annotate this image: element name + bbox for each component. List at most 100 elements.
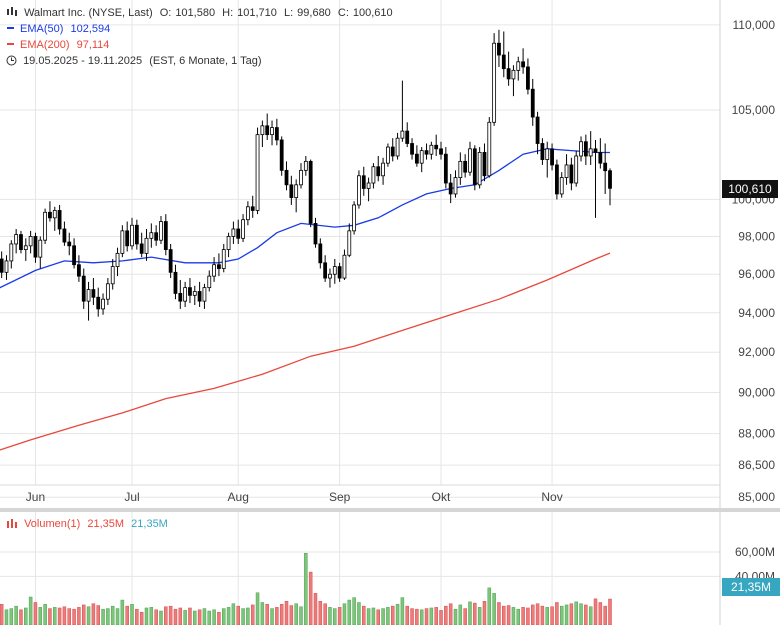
volume-bar (468, 601, 472, 625)
volume-series (0, 552, 612, 625)
volume-bar (265, 604, 269, 625)
candle (318, 238, 323, 269)
volume-bar (588, 606, 593, 625)
candle-body (96, 296, 101, 310)
candle-body (226, 236, 231, 250)
volume-tick-label: 60,00M (735, 545, 775, 559)
candle (130, 217, 134, 250)
candle (299, 163, 303, 189)
legend-ema50: EMA(50) 102,594 (6, 22, 114, 36)
volume-bar (226, 607, 231, 625)
candle (265, 113, 270, 140)
candle-body (43, 211, 48, 241)
candle-body (86, 289, 91, 302)
candle-body (405, 130, 410, 144)
candle-body (588, 148, 593, 157)
volume-bar (250, 604, 255, 625)
volume-bar (328, 607, 332, 625)
candle-body (130, 224, 134, 247)
candle-body (23, 245, 28, 250)
price-tick-label: 88,000 (738, 427, 775, 441)
pane-divider (0, 508, 780, 512)
candle (110, 259, 115, 290)
candle (188, 278, 192, 304)
candle (593, 139, 598, 218)
candle (550, 143, 554, 171)
volume-bar (429, 607, 434, 625)
price-tick-label: 85,000 (738, 490, 775, 504)
volume-bar (212, 609, 216, 625)
candle-body (120, 230, 125, 254)
candle (357, 170, 361, 209)
volume-bar (270, 608, 274, 625)
volume-bar (24, 607, 28, 625)
volume-bar (81, 604, 86, 625)
candle-body (38, 239, 43, 258)
candle (511, 65, 516, 97)
candle-body (62, 228, 67, 243)
period-range: 19.05.2025 - 19.11.2025 (23, 55, 143, 67)
close-value: 100,610 (352, 7, 393, 19)
ema50-value: 102,594 (70, 23, 111, 35)
volume-bar (96, 605, 100, 625)
volume-bar (86, 606, 91, 625)
ema200-line (0, 252, 611, 451)
volume-bar (531, 604, 535, 625)
volume-bar (4, 609, 9, 625)
candle (86, 281, 91, 321)
volume-bar (540, 605, 545, 625)
candle (419, 147, 424, 173)
candle (414, 145, 419, 167)
candle (434, 134, 439, 156)
candle-body (134, 224, 139, 245)
candle-body (188, 287, 192, 296)
candle-body (77, 264, 81, 277)
volume-bar (564, 604, 569, 625)
candle-body (308, 160, 313, 224)
candle-body (231, 228, 236, 237)
candle-body (81, 275, 86, 302)
candle-body (550, 148, 554, 166)
candle (236, 219, 241, 244)
low-label: L: (283, 7, 294, 19)
candle-body (559, 177, 564, 195)
candle (361, 166, 366, 196)
candle-body (163, 221, 168, 250)
candle-body (376, 166, 381, 177)
volume-bar (419, 609, 424, 625)
candle (308, 159, 313, 228)
candle (23, 238, 28, 261)
candle-body (400, 130, 405, 139)
candle-body (381, 162, 385, 177)
volume-bar (72, 608, 76, 625)
volume-bar (38, 607, 43, 625)
candle (468, 141, 472, 176)
volume-bar (424, 608, 429, 625)
candle-body (279, 139, 284, 171)
candle (289, 175, 294, 205)
volume-bar (608, 598, 612, 625)
volume-bar (342, 603, 347, 625)
candle (134, 219, 139, 250)
candle-body (564, 164, 569, 178)
candle (463, 154, 468, 178)
price-tick-label: 90,000 (738, 385, 775, 399)
candle-body (545, 148, 550, 160)
volume-bar (318, 601, 323, 625)
candle (443, 147, 448, 189)
candle (115, 247, 120, 277)
candle (608, 168, 612, 206)
volume-bar (217, 611, 221, 625)
volume-bar (415, 608, 419, 625)
candle (28, 230, 33, 254)
candle-body (386, 146, 390, 164)
candle-body (284, 169, 289, 186)
candle (492, 33, 497, 126)
candle (284, 161, 289, 191)
volume-bar (497, 602, 501, 625)
candle (163, 214, 168, 256)
candle-body (526, 66, 530, 90)
candle (139, 232, 144, 258)
candle-body (52, 210, 57, 219)
